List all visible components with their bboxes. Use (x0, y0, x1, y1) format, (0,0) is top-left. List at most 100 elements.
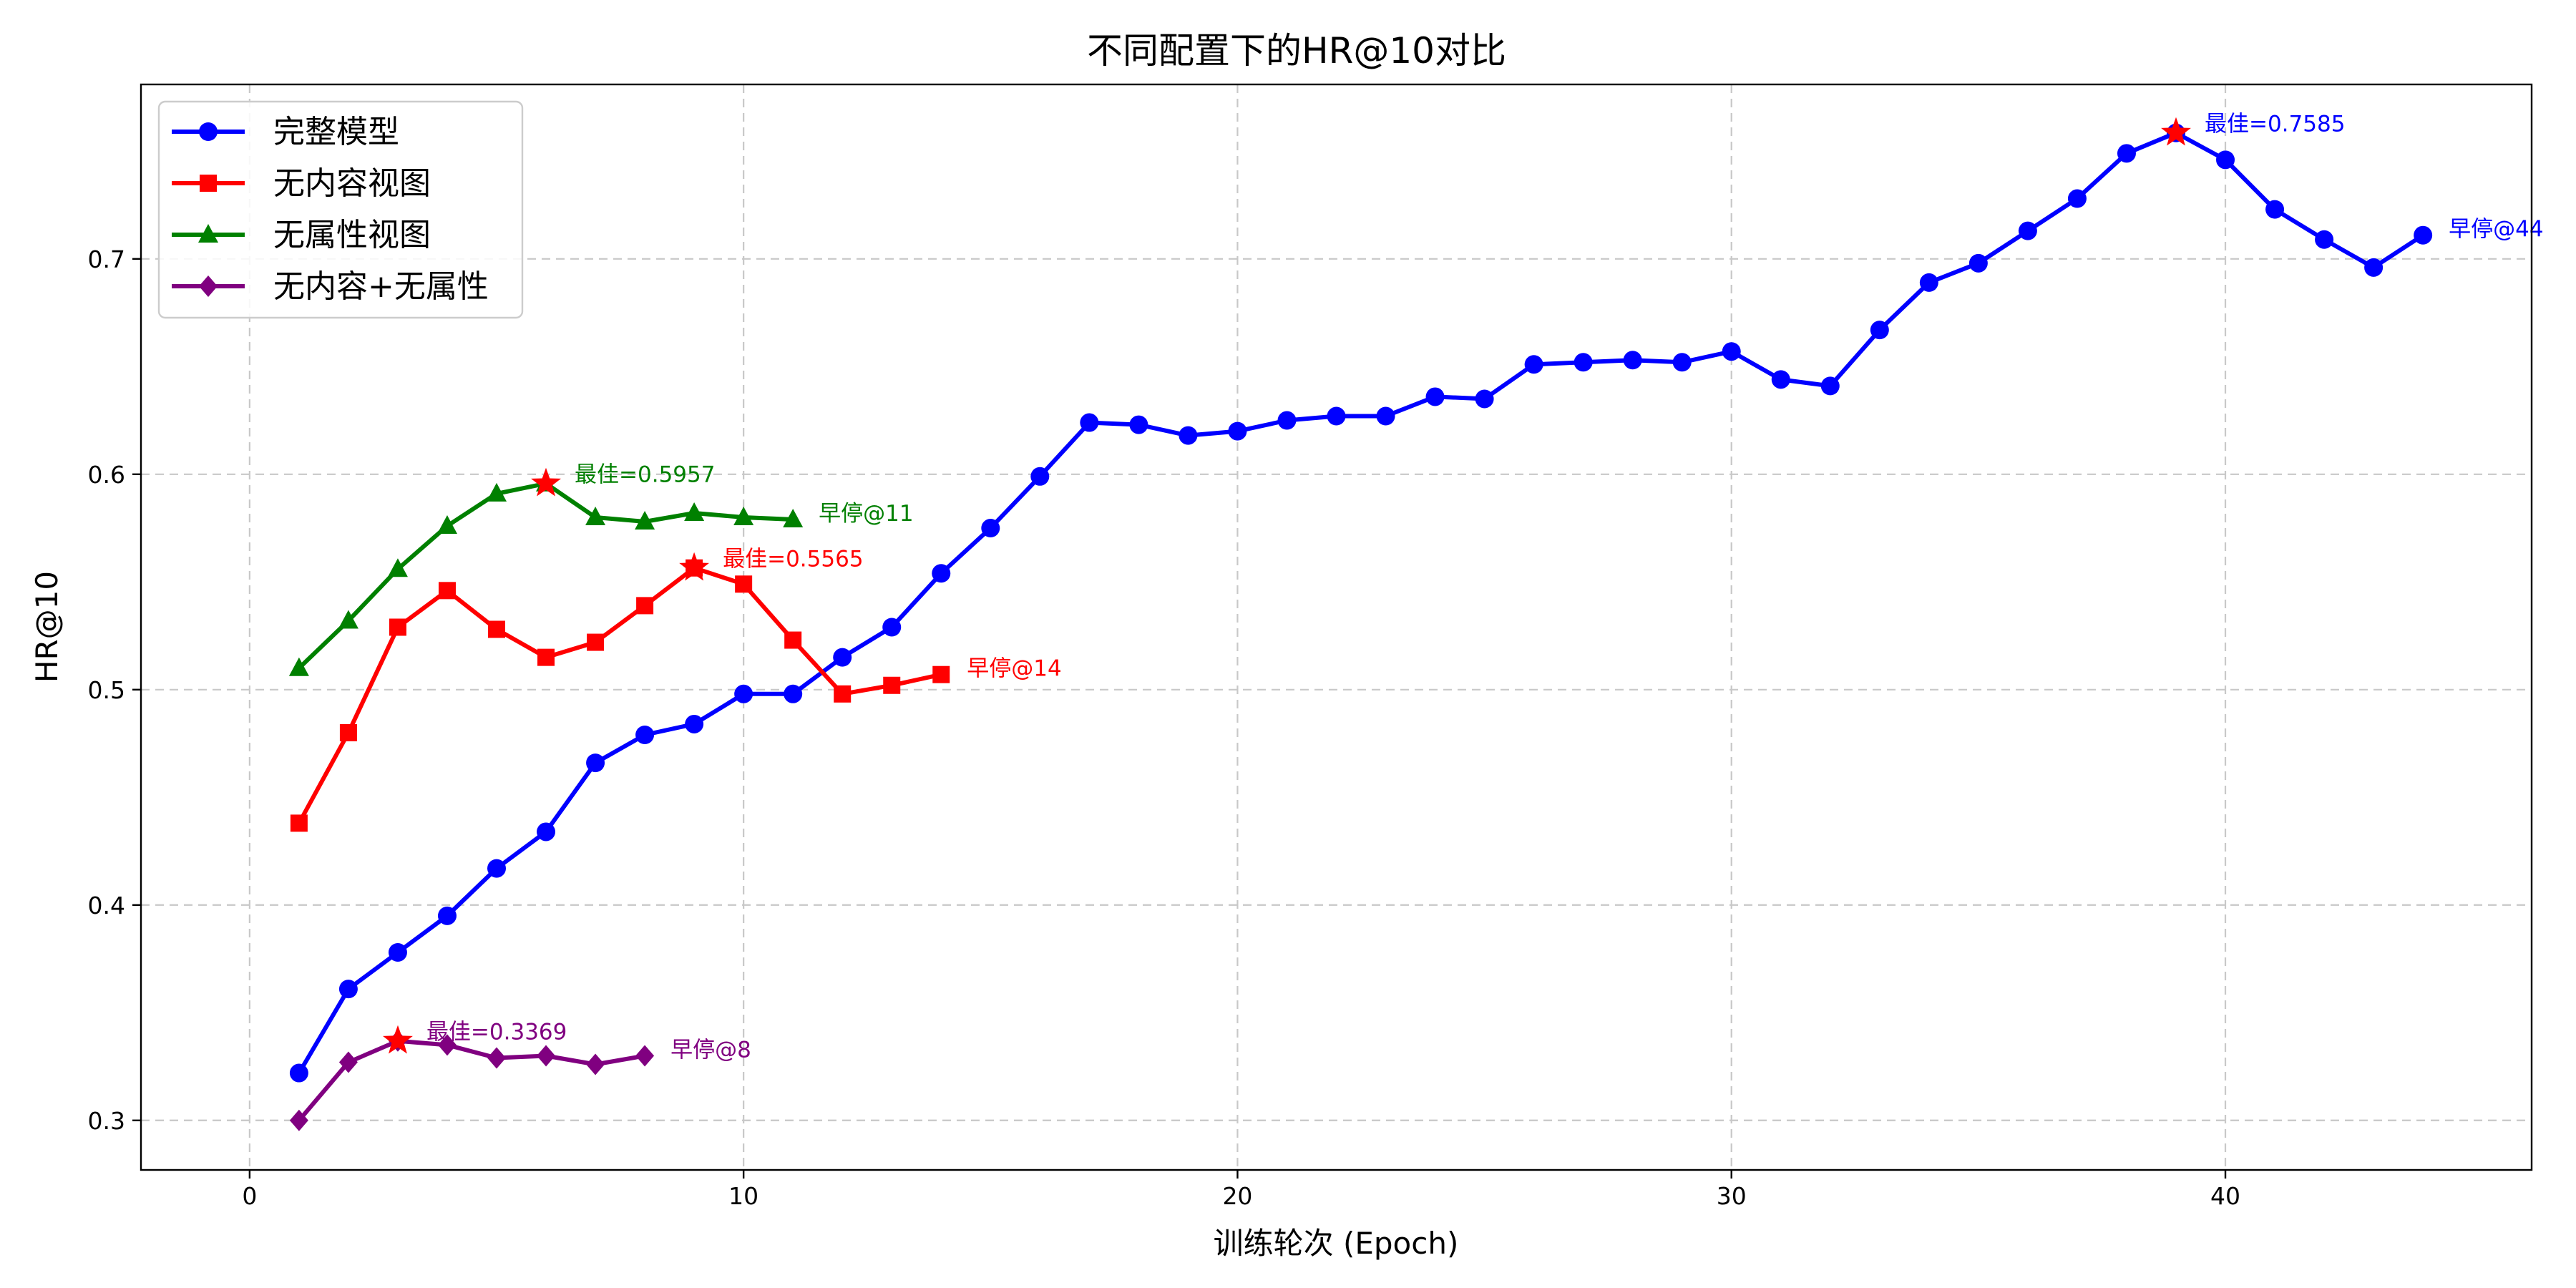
data-point (882, 618, 902, 637)
x-tick-label: 30 (1717, 1182, 1747, 1210)
data-point (932, 564, 951, 583)
data-point (1672, 353, 1692, 372)
chart-title: 不同配置下的HR@10对比 (1087, 30, 1506, 72)
legend-item: 完整模型 (172, 114, 399, 150)
y-tick-label: 0.3 (88, 1107, 125, 1135)
data-point (1080, 413, 1099, 432)
data-point (487, 482, 507, 502)
data-point (1179, 426, 1198, 445)
y-tick-label: 0.4 (88, 892, 125, 919)
grid-layer (141, 84, 2532, 1170)
data-point (1030, 467, 1050, 486)
best-annotation: 最佳=0.7585 (2205, 112, 2345, 137)
data-point (2414, 225, 2433, 245)
legend-marker (199, 275, 218, 297)
x-tick-label: 20 (1222, 1182, 1252, 1210)
data-point (388, 942, 407, 962)
data-point (1968, 253, 1988, 273)
data-point (1574, 353, 1593, 372)
early-stop-annotation: 早停@14 (967, 656, 1061, 682)
legend-label: 无属性视图 (273, 217, 431, 253)
plot-frame (140, 83, 2533, 1171)
data-point (437, 1034, 457, 1056)
series-line (297, 1038, 645, 1122)
y-tick-label: 0.5 (88, 676, 125, 704)
data-point (1919, 273, 1938, 292)
data-point (733, 506, 754, 525)
data-point (1623, 351, 1642, 370)
data-point (488, 620, 506, 638)
series-layer (288, 123, 2433, 1131)
data-point (1129, 415, 1148, 434)
data-point (585, 506, 606, 525)
early-stop-annotation: 早停@44 (2449, 217, 2543, 243)
data-point (338, 610, 358, 629)
data-point (586, 1053, 605, 1075)
data-point (735, 575, 753, 593)
x-tick-label: 10 (728, 1182, 758, 1210)
data-point (339, 723, 357, 741)
data-point (833, 648, 852, 667)
data-point (1771, 370, 1790, 389)
data-point (1475, 389, 1494, 409)
data-point (289, 1109, 308, 1131)
legend-label: 无内容视图 (273, 165, 431, 202)
data-point (2315, 230, 2334, 249)
data-point (338, 1051, 358, 1073)
data-point (289, 1063, 308, 1083)
best-star-marker (383, 1025, 413, 1054)
data-point (338, 980, 358, 999)
legend-marker (198, 224, 218, 243)
data-point (2216, 150, 2235, 170)
data-point (635, 511, 655, 530)
data-point (932, 665, 950, 683)
x-tick-label: 0 (242, 1182, 257, 1210)
data-point (1820, 376, 1840, 396)
series-1 (289, 123, 2433, 1083)
data-point (635, 1045, 655, 1067)
legend-marker (199, 122, 218, 141)
data-point (387, 558, 408, 577)
y-tick-label: 0.6 (88, 461, 125, 489)
data-point (290, 814, 308, 832)
data-point (2067, 189, 2087, 208)
annotation-layer: 最佳=0.7585 早停@44 最佳=0.5565 早停@14 最佳=0.5957 早停@… (383, 112, 2544, 1063)
y-tick-label: 0.7 (88, 245, 125, 273)
data-point (636, 597, 654, 615)
series-4 (289, 1030, 655, 1131)
data-point (784, 631, 802, 649)
data-point (2018, 221, 2037, 240)
data-point (537, 648, 555, 666)
data-point (288, 657, 309, 676)
best-annotation: 最佳=0.3369 (426, 1020, 567, 1045)
data-point (2364, 258, 2384, 277)
legend-marker (200, 175, 217, 192)
legend-item: 无属性视图 (172, 217, 431, 253)
legend-label: 无内容+无属性 (273, 268, 489, 305)
x-tick-label: 40 (2210, 1182, 2240, 1210)
data-point (1327, 406, 1346, 426)
data-point (437, 906, 457, 925)
tick-layer: 0 10 20 30 40 0.3 0.4 0.5 0.6 0.7 (88, 245, 2241, 1210)
data-point (537, 1045, 556, 1067)
early-stop-annotation: 早停@11 (819, 501, 913, 527)
data-point (1228, 421, 1247, 441)
data-point (1524, 355, 1543, 374)
data-point (784, 684, 803, 703)
data-point (734, 684, 753, 703)
early-stop-annotation: 早停@8 (670, 1037, 751, 1063)
data-point (783, 509, 804, 528)
data-point (537, 822, 556, 841)
data-point (487, 859, 507, 878)
data-point (436, 515, 457, 535)
best-star-marker (531, 467, 561, 497)
data-point (1722, 342, 1741, 361)
best-star-marker (679, 552, 709, 581)
data-point (834, 685, 852, 703)
data-point (684, 502, 705, 521)
best-star-marker (2161, 117, 2191, 146)
data-point (587, 633, 605, 651)
legend-item: 无内容+无属性 (172, 268, 489, 305)
